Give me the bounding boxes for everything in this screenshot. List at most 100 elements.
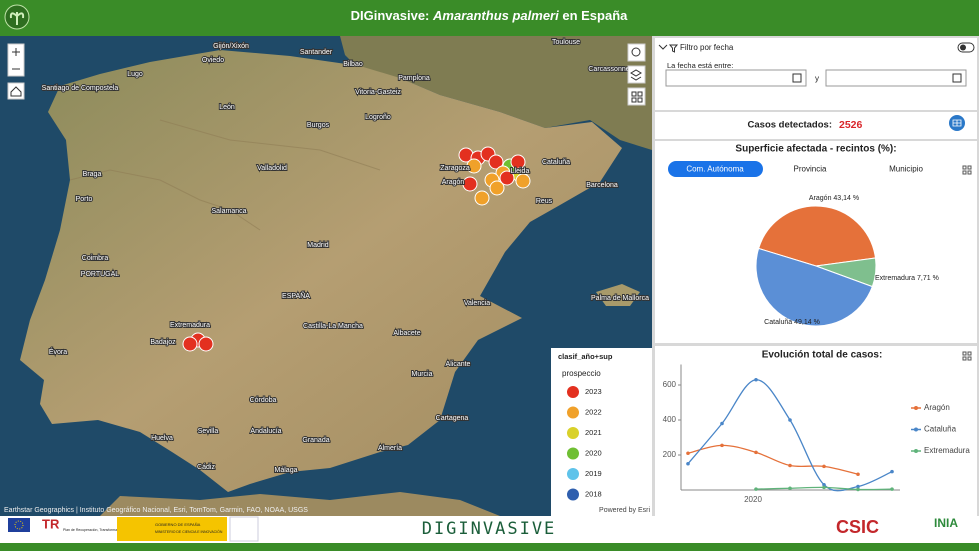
expand-icon[interactable] <box>962 165 972 175</box>
place-label: Sevilla <box>198 428 219 435</box>
basemap-icon <box>631 91 643 103</box>
place-label: Madrid <box>307 242 329 249</box>
legend-dot <box>914 449 918 453</box>
brand: DIGINVASIVE <box>422 519 557 539</box>
map-marker[interactable] <box>474 190 490 206</box>
tab[interactable]: Provincia <box>794 165 827 174</box>
line-point[interactable] <box>754 377 758 382</box>
inia-logo: INIA <box>934 516 958 530</box>
filter-title: Filtro por fecha <box>680 43 734 52</box>
ministry-text: MINISTERIO DE CIENCIA E INNOVACIÓN <box>155 529 223 534</box>
place-label: Murcia <box>411 371 432 378</box>
line-point[interactable] <box>720 421 724 426</box>
y-tick-label: 400 <box>663 415 677 424</box>
map-marker[interactable] <box>198 336 214 352</box>
footer-stripe <box>0 543 979 551</box>
filter-and: y <box>815 74 819 83</box>
place-label: León <box>219 104 235 111</box>
legend-label: 2020 <box>585 448 602 457</box>
legend-label: Aragón <box>924 403 950 412</box>
home-button[interactable] <box>7 82 25 100</box>
line-point[interactable] <box>686 451 690 456</box>
line-title: Evolución total de casos: <box>762 350 883 361</box>
map-marker[interactable] <box>462 176 478 192</box>
legend-swatch <box>567 447 579 460</box>
line-point[interactable] <box>890 469 894 474</box>
place-label: Santiago de Compostela <box>42 85 119 92</box>
line-point[interactable] <box>822 464 826 469</box>
tab[interactable]: Com. Autónoma <box>686 165 744 174</box>
place-label: Córdoba <box>250 397 277 404</box>
date-input-start[interactable] <box>665 69 807 87</box>
pie-slice[interactable] <box>757 205 877 267</box>
map-marker[interactable] <box>499 170 515 186</box>
place-label: Évora <box>49 347 67 356</box>
expand-icon[interactable] <box>962 351 972 361</box>
place-label: Gijón/Xixón <box>213 43 249 50</box>
place-label: Málaga <box>275 467 298 474</box>
eu-flag <box>8 518 30 532</box>
line-point[interactable] <box>822 482 826 487</box>
pie-slice[interactable] <box>755 247 873 327</box>
line-point[interactable] <box>856 487 860 492</box>
y-tick-label: 600 <box>663 380 677 389</box>
cases-label: Casos detectados: <box>748 120 832 131</box>
line-point[interactable] <box>822 485 826 490</box>
y-tick-label: 200 <box>663 450 677 459</box>
pie-label: Aragón 43,14 % <box>809 195 859 202</box>
zoom-icons <box>12 48 20 70</box>
map[interactable]: Gijón/Xixón Oviedo Santander Bilbao Toulouse… <box>0 36 652 516</box>
line-point[interactable] <box>754 487 758 491</box>
line-point[interactable] <box>754 450 758 455</box>
pie-label: Extremadura 7,71 % <box>875 275 939 282</box>
logo-icon <box>9 12 25 25</box>
place-label: Valencia <box>464 300 490 307</box>
place-label: Reus <box>536 198 553 205</box>
place-label: Carcassonne <box>588 66 629 73</box>
line-point[interactable] <box>890 487 894 491</box>
line-point[interactable] <box>686 461 690 466</box>
layers-button[interactable] <box>627 65 646 84</box>
place-label: Lugo <box>127 71 143 78</box>
place-label: Valladolid <box>257 165 287 172</box>
place-label: Salamanca <box>211 208 246 215</box>
agency-logo <box>229 516 259 542</box>
line-series <box>687 444 859 475</box>
place-label: Santander <box>300 49 333 56</box>
place-label: Cataluña <box>542 159 570 166</box>
place-label: Cartagena <box>436 415 469 422</box>
line-point[interactable] <box>856 484 860 489</box>
line-point[interactable] <box>788 463 792 468</box>
search-button[interactable] <box>627 43 646 62</box>
date-input-end[interactable] <box>825 69 967 87</box>
filter-label: La fecha está entre: <box>667 61 733 70</box>
map-marker[interactable] <box>488 154 504 170</box>
legend-swatch <box>567 468 579 480</box>
cases-card <box>655 112 977 139</box>
x-tick-label: 2020 <box>744 495 762 504</box>
place-label: Logroño <box>365 114 391 121</box>
legend-label: 2023 <box>585 387 602 396</box>
place-label: Castilla-La Mancha <box>303 323 363 330</box>
gov-text: GOBIERNO DE ESPAÑA <box>155 522 201 527</box>
place-label: Extremadura <box>170 322 210 329</box>
map-marker[interactable] <box>515 173 531 189</box>
pie-title: Superficie afectada - recintos (%): <box>735 144 896 155</box>
tab-selected[interactable] <box>668 161 763 177</box>
line-point[interactable] <box>788 418 792 422</box>
legend-title: clasif_año+sup <box>558 352 613 361</box>
filter-icon <box>668 44 679 53</box>
tab[interactable]: Municipio <box>889 165 923 174</box>
line-point[interactable] <box>856 472 860 477</box>
calendar-icon <box>952 73 962 83</box>
place-label: PORTUGAL <box>81 271 119 278</box>
line-point[interactable] <box>788 486 792 491</box>
map-marker[interactable] <box>489 180 505 196</box>
map-marker[interactable] <box>182 336 198 352</box>
place-label: Zaragoza <box>440 165 470 172</box>
map-marker[interactable] <box>466 158 482 174</box>
collapse-icon[interactable] <box>658 44 668 50</box>
eu-stars <box>14 520 24 530</box>
line-point[interactable] <box>720 443 724 448</box>
